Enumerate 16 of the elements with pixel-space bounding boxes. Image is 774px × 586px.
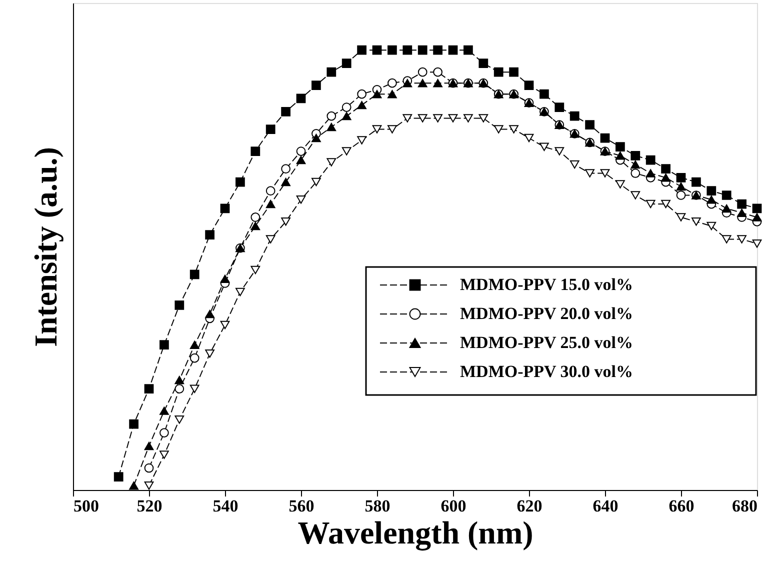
legend-label: MDMO-PPV 15.0 vol% [460, 275, 633, 294]
x-tick-label: 620 [516, 496, 542, 516]
legend-label: MDMO-PPV 30.0 vol% [460, 362, 633, 381]
x-tick-label: 520 [136, 496, 162, 516]
legend-label: MDMO-PPV 20.0 vol% [460, 304, 633, 323]
x-tick-label: 660 [668, 496, 694, 516]
x-tick-label: 580 [364, 496, 390, 516]
x-tick-label: 500 [74, 496, 99, 516]
x-tick-label: 640 [592, 496, 618, 516]
y-axis-title: Intensity (a.u.) [28, 146, 64, 348]
x-tick-label: 560 [288, 496, 314, 516]
x-tick-label: 680 [732, 496, 758, 516]
legend-label: MDMO-PPV 25.0 vol% [460, 333, 633, 352]
x-tick-label: 600 [440, 496, 466, 516]
x-tick-label: 540 [212, 496, 238, 516]
x-axis-title: Wavelength (nm) [298, 514, 534, 552]
